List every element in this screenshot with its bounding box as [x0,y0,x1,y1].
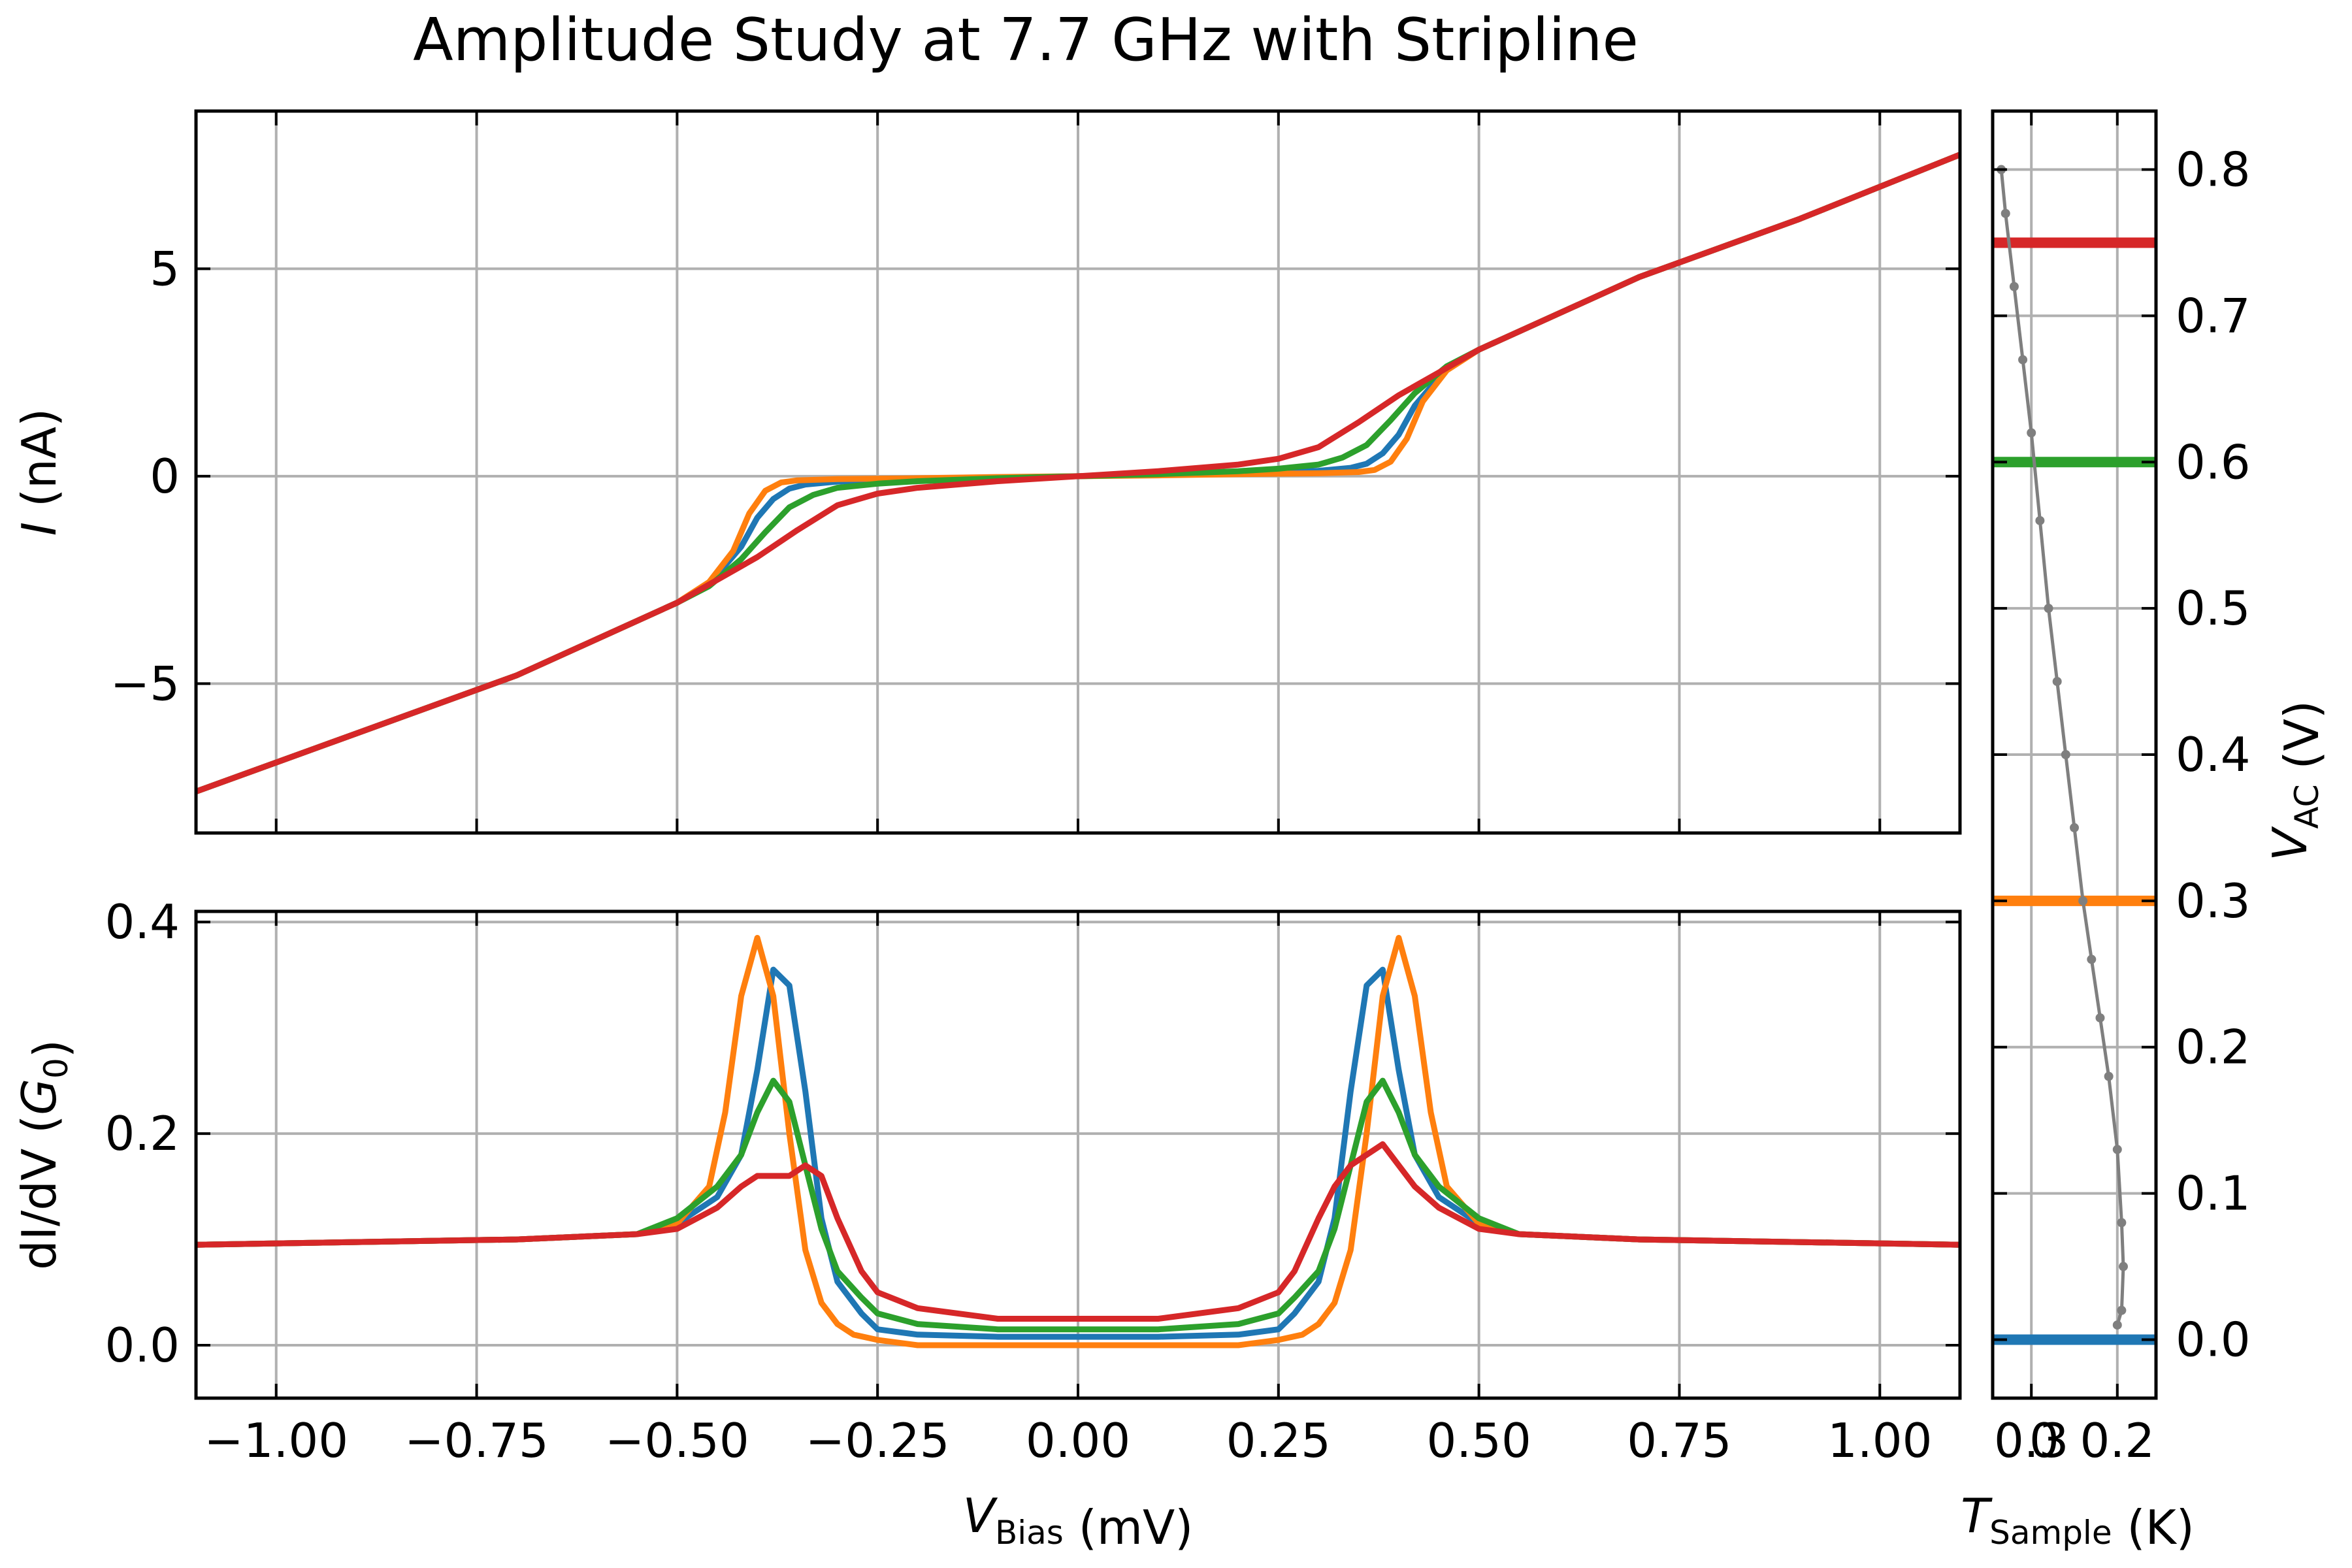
temp-y-tick-label: 0.4 [2176,727,2251,782]
temp-x-tick-label: 0.3 [1994,1413,2069,1468]
didv-series-1 [196,935,1960,1348]
temp-y-tick-label: 0.2 [2176,1020,2251,1075]
temp-y-tick-label: 0.0 [2176,1312,2251,1367]
didv-y-tick-label: 0.4 [105,894,180,949]
temp-y-tick-label: 0.7 [2176,288,2251,343]
didv-x-tick-label: 0.50 [1426,1413,1531,1468]
didv-x-axis-label: VBias (mV) [963,1488,1194,1555]
didv-x-tick-label: 0.75 [1627,1413,1731,1468]
iv-series-3 [196,152,1960,794]
temp-y-tick-label: 0.8 [2176,142,2251,197]
temp-series-line [1999,169,2125,1326]
temp-data-point [2001,208,2010,218]
didv-y-tick-label: 0.2 [105,1106,180,1161]
temp-y-tick-label: 0.6 [2176,434,2251,489]
iv-y-axis-label: I (nA) [12,408,67,536]
temp-data-point [2070,823,2079,832]
temp-y-axis-label: VAC (V) [2262,700,2329,861]
temp-data-point [2035,515,2045,525]
temp-data-point [2078,896,2088,906]
didv-x-tick-label: 0.25 [1226,1413,1331,1468]
temp-y-tick-label: 0.3 [2176,874,2251,928]
chart-title: Amplitude Study at 7.7 GHz with Striplin… [413,6,1639,74]
temp-y-tick-label: 0.1 [2176,1166,2251,1221]
didv-x-tick-label: −0.50 [605,1413,749,1468]
temp-x-tick-label-extra: 0 [2029,1413,2059,1468]
iv-y-tick-label: −5 [110,656,180,711]
temp-data-point [2009,282,2019,291]
didv-series-0 [196,966,1960,1340]
temp-data-point [2018,355,2028,365]
temp-data-point [2061,750,2070,759]
didv-x-tick-label: −0.75 [404,1413,549,1468]
temp-data-point [2112,1320,2122,1330]
iv-y-tick-label: 0 [150,449,180,504]
didv-x-tick-label: 0.00 [1026,1413,1130,1468]
temp-data-point [2119,1262,2128,1271]
temp-data-point [2117,1218,2127,1228]
iv-y-tick-label: 5 [150,241,180,296]
temp-x-tick-label: 0.2 [2080,1413,2155,1468]
didv-series-2 [196,1077,1960,1333]
didv-x-tick-label: 1.00 [1827,1413,1932,1468]
temp-data-point [2087,955,2097,964]
didv-series-3 [196,1141,1960,1322]
temp-data-point [2117,1305,2127,1315]
didv-x-tick-label: −0.25 [806,1413,950,1468]
temp-y-tick-label: 0.5 [2176,581,2251,636]
didv-x-tick-label: −1.00 [204,1413,348,1468]
temp-data-point [2112,1145,2122,1154]
temp-data-point [2027,428,2036,438]
didv-y-tick-label: 0.0 [105,1318,180,1373]
temp-data-point [2104,1071,2114,1081]
temp-x-axis-label: TSample (K) [1961,1488,2195,1555]
didv-y-axis-label: dI/dV (G0) [12,1039,78,1270]
temp-data-point [2052,677,2062,687]
temp-data-point [2095,1013,2105,1022]
temp-data-point [2044,604,2053,613]
